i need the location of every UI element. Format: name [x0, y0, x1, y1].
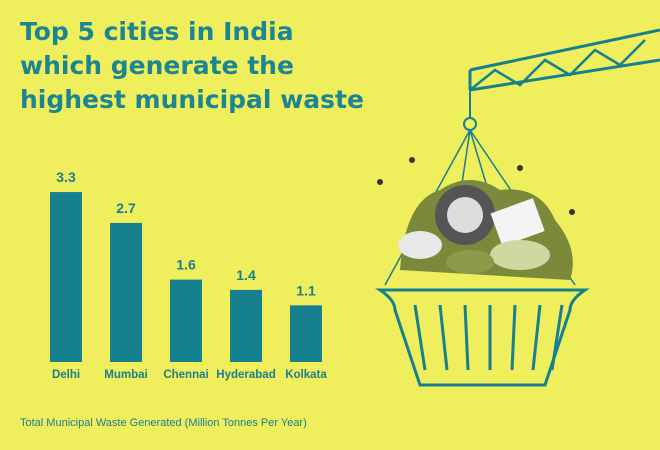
x-tick-label: Kolkata [285, 369, 327, 381]
x-tick-label: Delhi [52, 369, 80, 381]
footnote: Total Municipal Waste Generated (Million… [20, 417, 307, 429]
bar [290, 305, 322, 362]
bar [110, 222, 142, 362]
chart-title: Top 5 cities in India [20, 17, 294, 46]
bar [50, 192, 82, 362]
value-label: 1.6 [176, 257, 196, 273]
garbage [377, 157, 575, 280]
x-tick-label: Hyderabad [216, 369, 275, 381]
value-label: 1.1 [296, 282, 316, 298]
value-label: 2.7 [116, 200, 136, 216]
chart-title: highest municipal waste [20, 85, 364, 114]
x-tick-label: Mumbai [104, 369, 147, 381]
x-tick-label: Chennai [163, 369, 208, 381]
bar [170, 279, 202, 362]
value-label: 3.3 [56, 169, 76, 185]
bar [230, 289, 262, 362]
chart-title: which generate the [20, 51, 294, 80]
illustration [375, 28, 660, 387]
value-label: 1.4 [236, 267, 256, 283]
